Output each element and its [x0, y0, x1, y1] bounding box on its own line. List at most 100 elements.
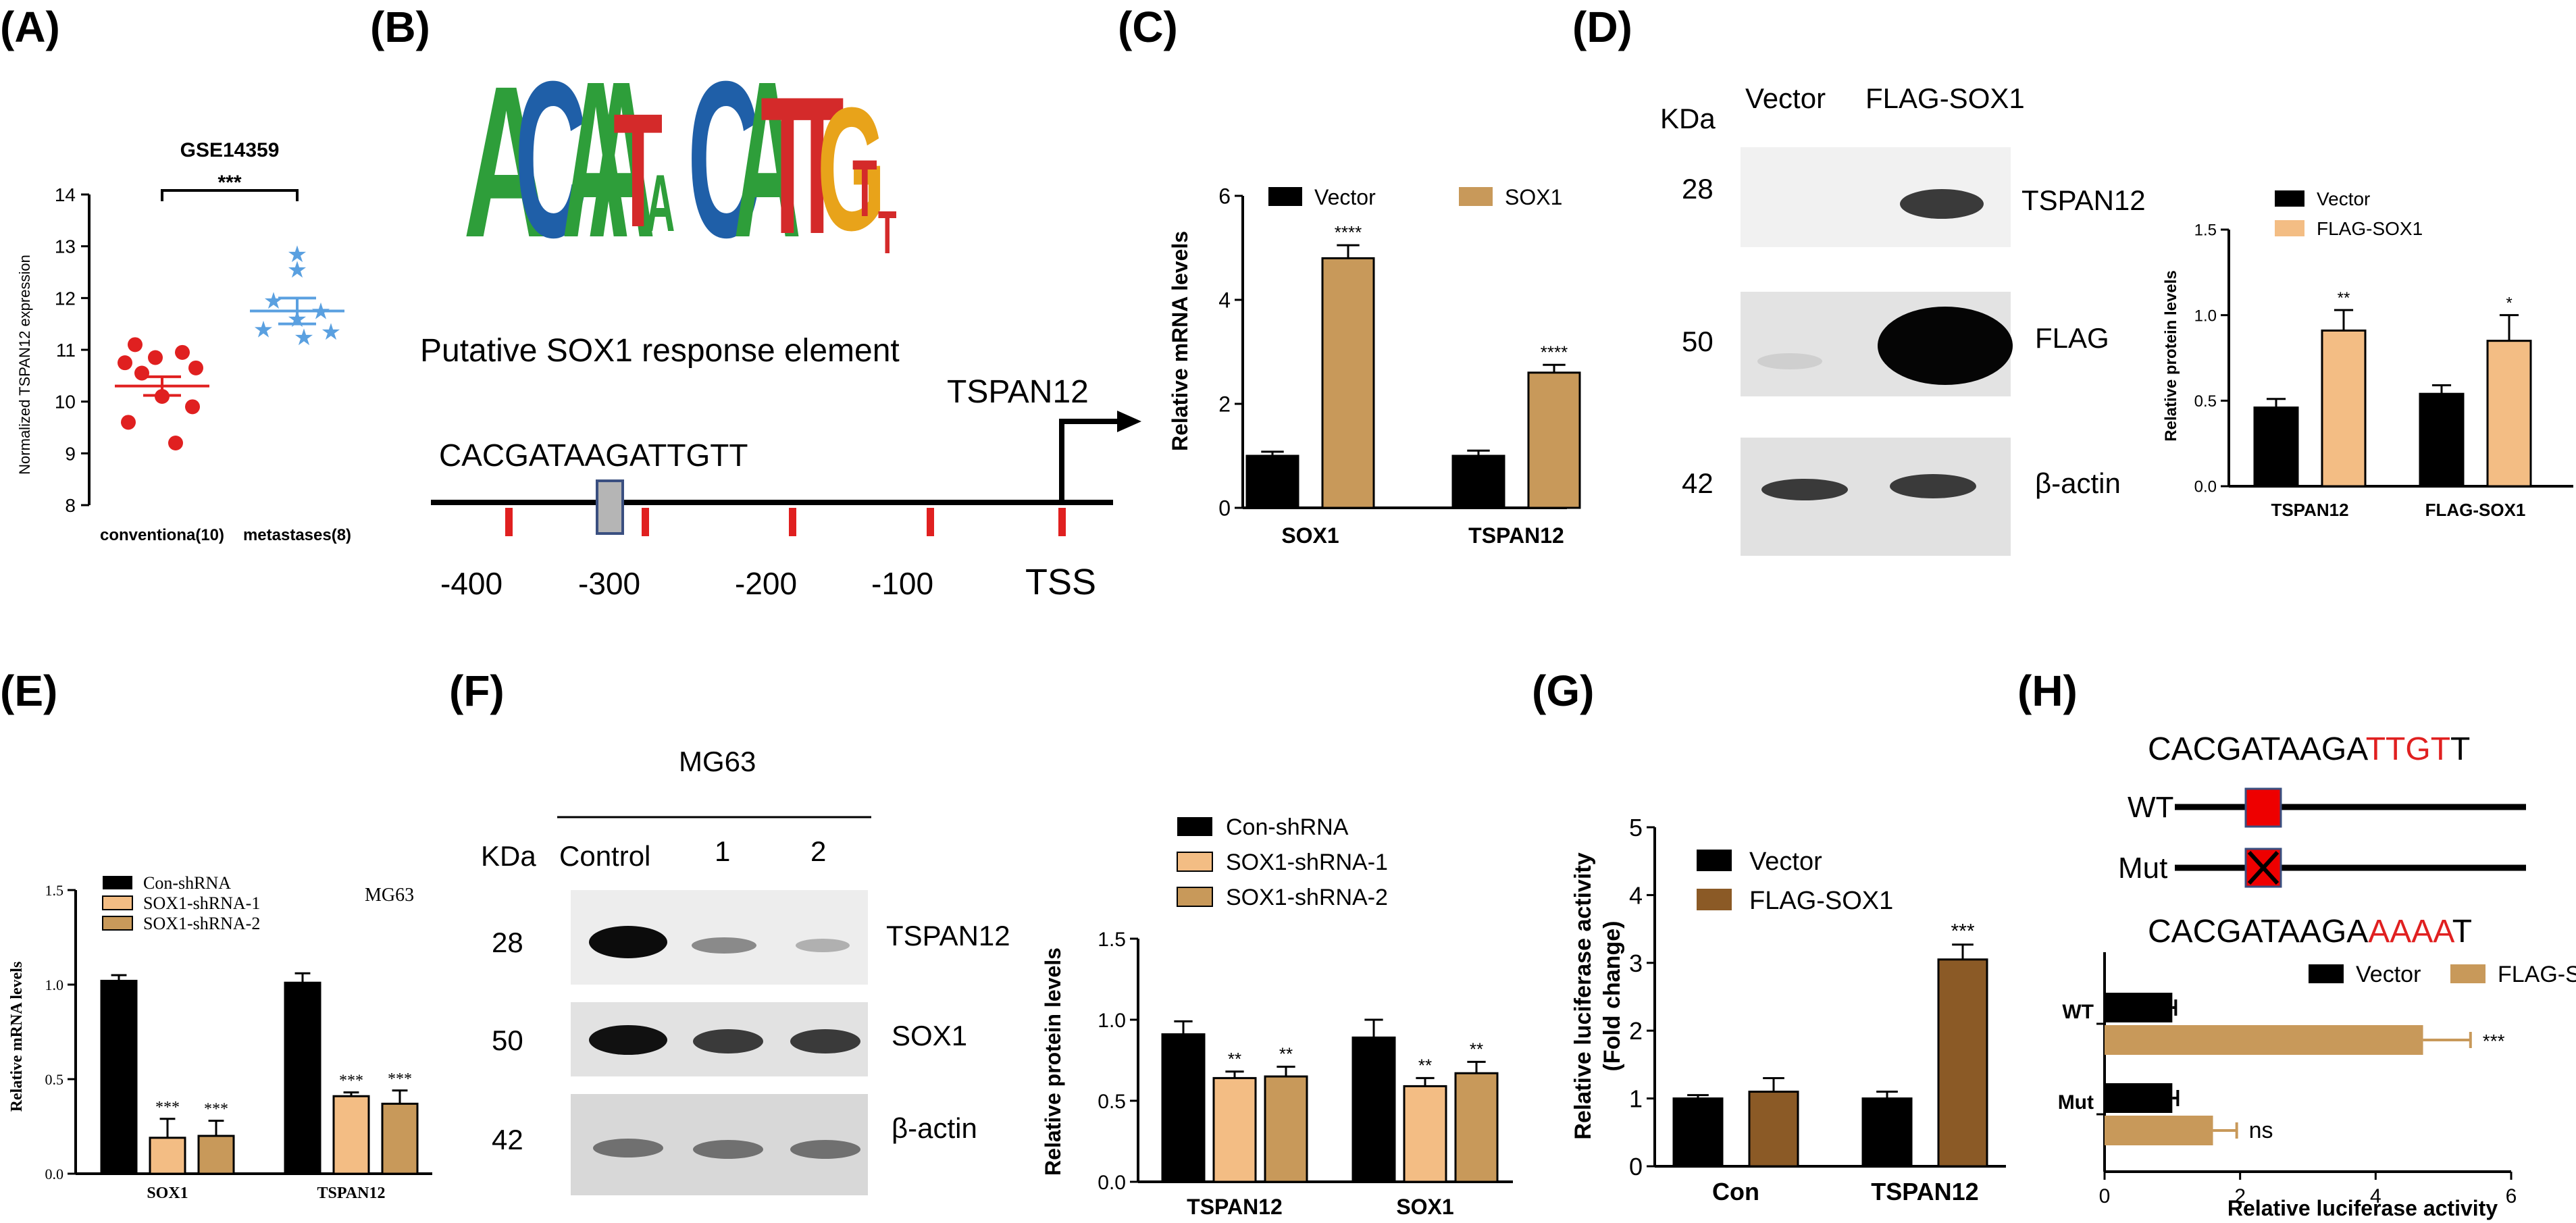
panel-h-mut-label: Mut	[2118, 852, 2167, 885]
panel-c-legend: Vector SOX1	[1268, 185, 1562, 209]
y-tick-label: 1.0	[2194, 307, 2217, 325]
data-point	[188, 360, 203, 375]
blot-kda-label: KDa	[1660, 103, 1716, 134]
bar	[1748, 1091, 1799, 1168]
y-tick-label: 0.0	[2194, 478, 2217, 496]
y-tick-label: 5	[1629, 814, 1643, 841]
legend-label: FLAG-SOX1	[2317, 218, 2423, 239]
legend-label: Vector	[1749, 848, 1822, 876]
panel-b-element-title: Putative SOX1 response element	[420, 333, 900, 369]
blot-kda-value: 28	[1682, 173, 1714, 205]
panel-h-mut-cross	[2247, 850, 2279, 885]
site-tick	[927, 508, 934, 536]
x-category-label: SOX1	[147, 1185, 188, 1202]
data-point	[118, 355, 132, 371]
blot-band	[1761, 479, 1848, 500]
significance-label: ****	[1335, 222, 1362, 242]
panel-f-western-blot: MG63 KDa Control 1 2 28 50 42 TSPAN12 SO…	[481, 746, 1010, 1195]
site-tick	[789, 508, 796, 536]
data-point	[128, 337, 143, 353]
blot-row-name: TSPAN12	[886, 920, 1010, 952]
seq-site: AAAA	[2368, 914, 2454, 949]
data-point: ★	[253, 316, 274, 343]
motif-letter: C	[515, 35, 587, 284]
data-point: ★	[287, 257, 307, 284]
panel-a-group-2-label: metastases(8)	[243, 526, 351, 544]
data-point: ★	[294, 324, 314, 351]
y-tick-label: 0	[1218, 496, 1231, 521]
motif-letter: T	[878, 199, 896, 267]
motif-letter: T	[852, 143, 877, 234]
legend-swatch	[1177, 887, 1213, 907]
bar	[1403, 1085, 1447, 1183]
legend-label: Vector	[2317, 188, 2370, 209]
y-tick-label: 10	[55, 392, 76, 413]
blot-row-name: SOX1	[892, 1020, 967, 1051]
blot-band	[790, 1029, 860, 1053]
panel-g-chart: Relative luciferase activity (Fold chang…	[1570, 814, 2006, 1205]
y-tick-label: 14	[55, 184, 76, 205]
panel-g-legend: Vector FLAG-SOX1	[1697, 848, 1893, 915]
y-tick-label: 0.0	[45, 1166, 64, 1182]
panel-b-gene-label: TSPAN12	[947, 374, 1089, 410]
panel-f-plot: 0.0 0.5 1.0 1.5 ** ** TSPAN12 ** ** SOX1	[1098, 929, 1513, 1219]
legend-swatch	[1268, 187, 1302, 206]
x-category-label: TSPAN12	[1871, 1178, 1978, 1205]
legend-swatch	[1459, 187, 1493, 206]
panel-b-response-element-box	[596, 479, 624, 535]
bar	[332, 1095, 370, 1175]
bar	[1454, 1072, 1499, 1183]
y-tick-label: 4	[1218, 288, 1231, 313]
panel-g-ylabel-line1: Relative luciferase activity	[1570, 852, 1596, 1139]
y-tick-label: 8	[65, 495, 76, 516]
site-tick	[1058, 508, 1066, 536]
blot-cell-line: MG63	[679, 746, 756, 777]
position-label: -400	[440, 566, 503, 601]
panel-a-scatter: GSE14359 *** Normalized TSPAN12 expressi…	[16, 139, 351, 544]
blot-kda-label: KDa	[481, 840, 536, 872]
bar	[1527, 371, 1581, 509]
blot-lane-label: 2	[810, 835, 826, 867]
panel-h-wt-sequence: CACGATAAGATTGTT	[2148, 731, 2470, 767]
data-point	[134, 365, 149, 381]
legend-swatch	[1697, 850, 1732, 871]
bar	[2419, 392, 2465, 488]
legend-label: SOX1-shRNA-2	[1226, 885, 1388, 910]
y-tick-label: 12	[55, 288, 76, 309]
y-tick-label: 9	[65, 443, 76, 464]
legend-label: FLAG-SOX1	[1749, 887, 1893, 915]
x-category-label: TSPAN12	[2271, 500, 2348, 520]
bar	[1245, 454, 1299, 509]
data-point	[121, 415, 136, 430]
y-tick-label: 1.0	[1098, 1010, 1126, 1032]
blot-band	[593, 1139, 663, 1157]
blot-lane-label: Control	[559, 840, 650, 872]
blot-row-name: β-actin	[892, 1112, 977, 1144]
legend-label: Vector	[2356, 962, 2421, 987]
motif-letter: T	[790, 55, 844, 275]
panel-b-positions: -400 -300 -200 -100 TSS	[440, 562, 1096, 602]
blot-lane-label: 1	[715, 835, 730, 867]
panel-h-wt-label: WT	[2128, 791, 2173, 824]
x-category-label: SOX1	[1281, 523, 1339, 548]
legend-label: FLAG-SOX1	[2498, 962, 2576, 987]
panel-e-plot: 0.0 0.5 1.0 1.5 *** *** SOX1 *** *** TSPAN12	[45, 882, 432, 1202]
y-tick-label: 3	[1629, 949, 1643, 977]
blot-band	[1757, 353, 1822, 369]
panel-label-f: (F)	[449, 667, 505, 715]
panel-h-chart: 0 2 4 6 *** WT ns Mut Vector FLAG-SOX1 Relative…	[2058, 952, 2576, 1220]
y-tick-label: 2	[1629, 1017, 1643, 1045]
bar	[1161, 1033, 1206, 1183]
blot-kda-value: 50	[492, 1024, 523, 1056]
panel-g-plot: 0 1 2 3 4 5 Con *** TSPAN12	[1629, 814, 2006, 1205]
panel-e-chart: Relative mRNA levels 0.0 0.5 1.0 1.5 *** *** S…	[8, 873, 432, 1202]
panel-f-ylabel: Relative protein levels	[1041, 947, 1065, 1176]
seq-suffix: T	[2450, 731, 2470, 767]
bar	[1351, 1036, 1396, 1183]
bar	[2105, 1116, 2213, 1145]
data-point	[185, 399, 200, 415]
blot-row-name: TSPAN12	[2021, 184, 2146, 216]
legend-label: SOX1-shRNA-1	[143, 893, 260, 913]
significance-label: **	[1279, 1044, 1293, 1064]
x-category-label: SOX1	[1396, 1195, 1453, 1219]
